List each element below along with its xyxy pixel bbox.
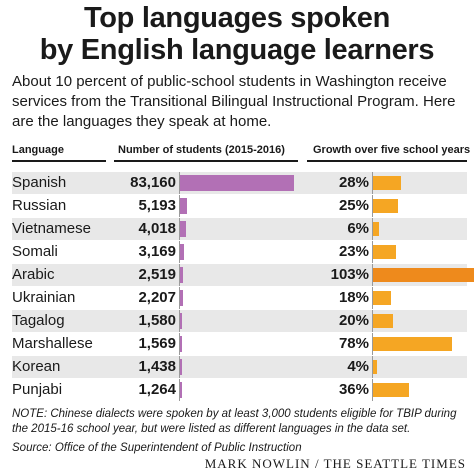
students-bar: [180, 336, 183, 352]
students-value-label: 5,193: [138, 197, 176, 214]
axis-line-students: [179, 356, 180, 378]
intro-text: About 10 percent of public-school studen…: [12, 73, 456, 130]
students-value-label: 1,569: [138, 335, 176, 352]
axis-line-growth: [372, 379, 373, 401]
language-label: Spanish: [12, 174, 67, 191]
axis-line-students: [179, 241, 180, 263]
language-label: Marshallese: [12, 335, 93, 352]
axis-line-growth: [372, 218, 373, 240]
growth-value-label: 4%: [347, 358, 369, 375]
growth-value-label: 18%: [338, 289, 369, 306]
axis-line-growth: [372, 287, 373, 309]
students-value-label: 3,169: [138, 243, 176, 260]
language-label: Somali: [12, 243, 58, 260]
axis-line-students: [179, 379, 180, 401]
table-row: Marshallese 1,569 78%: [12, 333, 467, 355]
growth-value-label: 78%: [338, 335, 369, 352]
students-value-label: 4,018: [138, 220, 176, 237]
table-row: Somali 3,169 23%: [12, 241, 467, 263]
growth-bar: [373, 268, 474, 282]
growth-bar: [373, 176, 402, 190]
growth-value-label: 20%: [338, 312, 369, 329]
growth-bar: [373, 360, 378, 374]
students-bar: [180, 221, 186, 237]
students-bar: [180, 244, 185, 260]
axis-line-students: [179, 310, 180, 332]
language-label: Russian: [12, 197, 67, 214]
language-label: Tagalog: [12, 312, 65, 329]
axis-line-students: [179, 172, 180, 194]
students-value-label: 1,264: [138, 381, 176, 398]
table-row: Punjabi 1,264 36%: [12, 379, 467, 401]
students-value-label: 1,438: [138, 358, 176, 375]
credit-line: MARK NOWLIN / THE SEATTLE TIMES: [204, 456, 466, 471]
language-label: Arabic: [12, 266, 55, 283]
language-label: Ukrainian: [12, 289, 76, 306]
axis-line-students: [179, 333, 180, 355]
growth-value-label: 36%: [338, 381, 369, 398]
header-rule-students: [114, 160, 298, 162]
students-bar: [180, 382, 182, 398]
table-row: Tagalog 1,580 20%: [12, 310, 467, 332]
axis-line-students: [179, 264, 180, 286]
students-value-label: 2,519: [138, 266, 176, 283]
table-row: Arabic 2,519 103%: [12, 264, 474, 286]
axis-line-students: [179, 218, 180, 240]
table-row: Korean 1,438 4%: [12, 356, 467, 378]
students-bar: [180, 175, 294, 191]
table-row: Russian 5,193 25%: [12, 195, 467, 217]
growth-bar: [373, 383, 410, 397]
language-label: Vietnamese: [12, 220, 91, 237]
table-row: Ukrainian 2,207 18%: [12, 287, 467, 309]
language-label: Korean: [12, 358, 61, 375]
title-line-1: Top languages spoken: [83, 2, 391, 34]
axis-line-growth: [372, 333, 373, 355]
students-bar: [180, 290, 184, 306]
growth-bar: [373, 337, 452, 351]
students-bar: [180, 313, 183, 329]
growth-bar: [373, 291, 392, 305]
axis-line-growth: [372, 264, 373, 286]
table-row: Vietnamese 4,018 6%: [12, 218, 467, 240]
axis-line-growth: [372, 195, 373, 217]
axis-line-students: [179, 287, 180, 309]
column-header-students: Number of students (2015-2016): [118, 144, 285, 156]
students-bar: [180, 359, 182, 375]
growth-value-label: 28%: [338, 174, 369, 191]
growth-value-label: 103%: [330, 266, 369, 283]
axis-line-growth: [372, 310, 373, 332]
axis-line-growth: [372, 356, 373, 378]
note-text: NOTE: Chinese dialects were spoken by at…: [12, 408, 457, 435]
students-value-label: 1,580: [138, 312, 176, 329]
growth-bar: [373, 222, 380, 236]
column-header-growth: Growth over five school years: [313, 144, 471, 156]
axis-line-growth: [372, 172, 373, 194]
students-value-label: 83,160: [130, 174, 176, 191]
table-row: Spanish 83,160 28%: [12, 172, 467, 194]
axis-line-growth: [372, 241, 373, 263]
language-label: Punjabi: [12, 381, 63, 398]
students-value-label: 2,207: [138, 289, 176, 306]
header-rule-growth: [307, 160, 467, 162]
students-bar: [180, 198, 188, 214]
growth-value-label: 6%: [347, 220, 369, 237]
growth-bar: [373, 245, 397, 259]
growth-value-label: 25%: [338, 197, 369, 214]
growth-value-label: 23%: [338, 243, 369, 260]
source-text: Source: Office of the Superintendent of …: [12, 442, 302, 454]
students-bar: [180, 267, 184, 283]
growth-bar: [373, 199, 399, 213]
column-header-language: Language: [12, 144, 64, 156]
growth-bar: [373, 314, 394, 328]
title-line-2: by English language learners: [39, 34, 435, 66]
chart-title: Top languages spoken by English language…: [0, 2, 474, 66]
axis-line-students: [179, 195, 180, 217]
header-rule-language: [12, 160, 106, 162]
